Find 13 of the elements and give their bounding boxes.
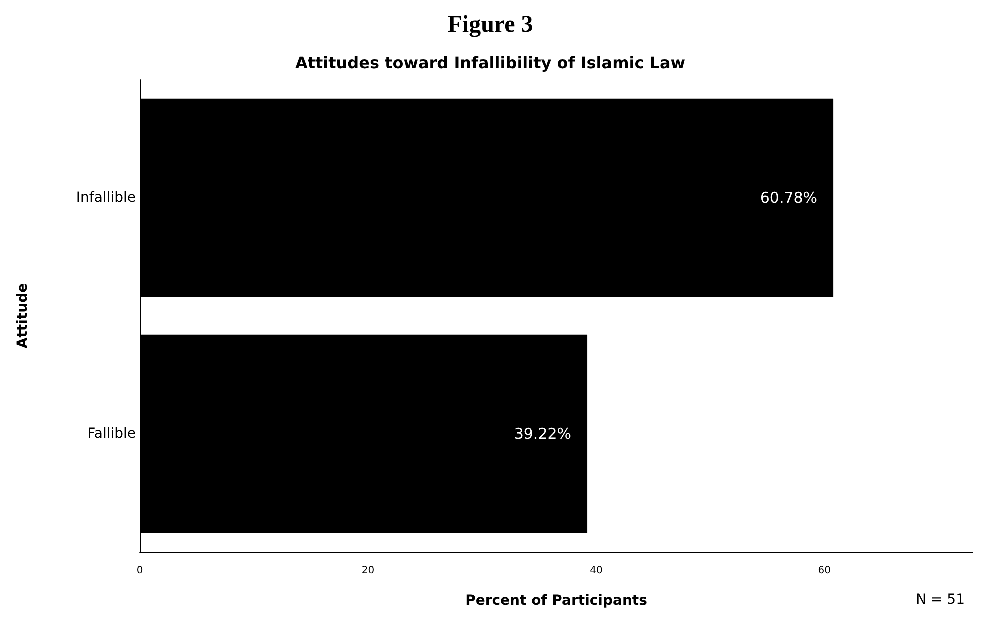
x-tick-label: 60	[818, 566, 832, 576]
y-axis-title: Attitude	[15, 283, 31, 349]
x-tick-label: 0	[136, 566, 144, 576]
x-tick-label: 40	[590, 566, 603, 576]
data-label: 39.22%	[514, 425, 572, 443]
x-tick-label: 20	[362, 566, 375, 576]
chart-title: Figure 3	[448, 12, 534, 38]
text: N = 51	[916, 592, 966, 608]
data-label: 60.78%	[760, 189, 818, 207]
x-axis-title: Percent of Participants	[466, 593, 648, 609]
chart-subtitle: Attitudes toward Infallibility of Islamic Law	[295, 54, 686, 72]
y-tick-label: Fallible	[88, 426, 136, 442]
y-tick-label: Infallible	[76, 190, 136, 206]
